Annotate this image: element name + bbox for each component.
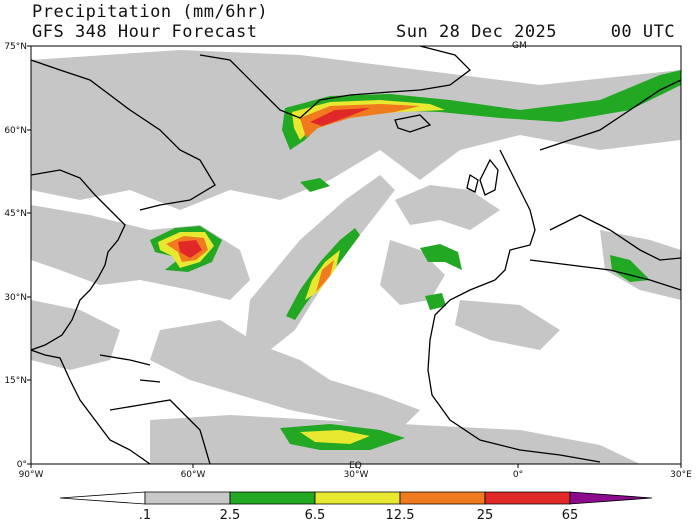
- colorbar-label: 25: [476, 508, 494, 523]
- lon-label: 30°W: [344, 470, 369, 480]
- colorbar-segment: [229, 491, 316, 505]
- colorbar: [59, 491, 653, 505]
- chart-title: Precipitation (mm/6hr): [32, 2, 269, 22]
- lat-label: 45°N: [4, 209, 27, 219]
- colorbar-segment: [399, 491, 486, 505]
- lon-label: 90°W: [19, 470, 44, 480]
- forecast-label: GFS 348 Hour Forecast: [32, 22, 258, 42]
- eq-marker: EQ: [349, 461, 362, 471]
- colorbar-label: 12.5: [385, 508, 415, 523]
- colorbar-label: 6.5: [304, 508, 326, 523]
- lat-label: 30°N: [4, 293, 27, 303]
- valid-time-label: Sun 28 Dec 2025 00 UTC: [396, 22, 676, 42]
- lat-label: 60°N: [4, 126, 27, 136]
- lon-label: 0°: [513, 470, 523, 480]
- axis-ticks: [27, 45, 682, 468]
- lon-label: 30°E: [670, 470, 692, 480]
- gm-marker: GM: [512, 41, 527, 51]
- coastlines: [31, 46, 681, 464]
- colorbar-label: 65: [561, 508, 579, 523]
- lat-label: 75°N: [4, 42, 27, 52]
- colorbar-segment: [484, 491, 571, 505]
- lat-label: 0°: [17, 460, 27, 470]
- colorbar-label: 2.5: [219, 508, 241, 523]
- colorbar-segment: [569, 491, 653, 505]
- lon-label: 60°W: [181, 470, 206, 480]
- colorbar-segment: [314, 491, 401, 505]
- colorbar-segment: [144, 491, 231, 505]
- colorbar-segment: [59, 491, 146, 505]
- precip-field: [31, 50, 681, 464]
- colorbar-label: .1: [138, 508, 152, 523]
- lat-label: 15°N: [4, 376, 27, 386]
